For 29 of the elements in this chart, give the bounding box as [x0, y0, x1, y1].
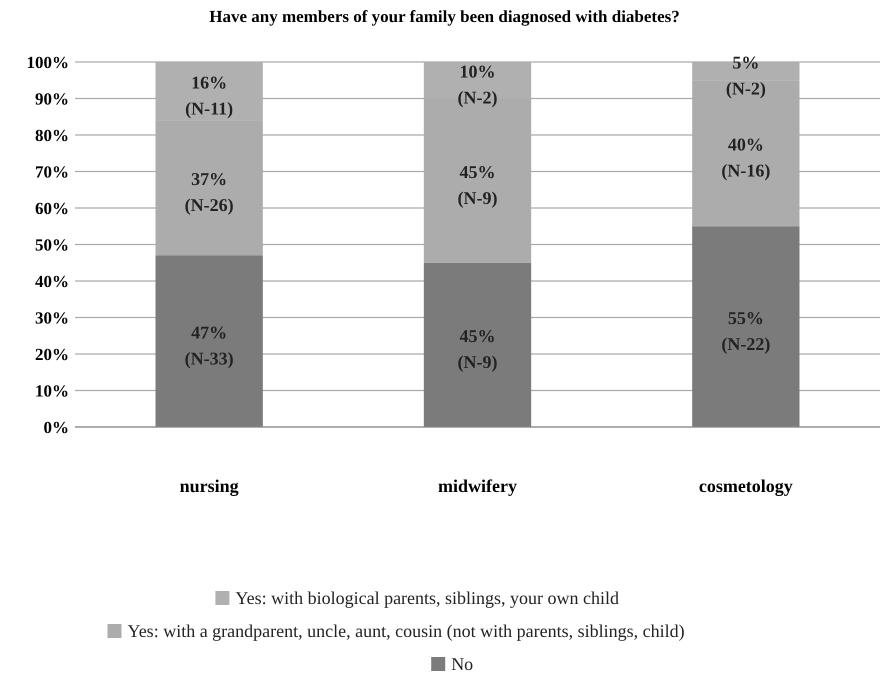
y-tick-label: 50% [35, 235, 69, 254]
y-tick-label: 20% [35, 344, 69, 364]
x-tick-label: midwifery [438, 476, 517, 496]
y-tick-label: 0% [44, 418, 69, 437]
bar [424, 262, 532, 427]
y-tick-label: 80% [35, 126, 69, 145]
data-label: 40% (N-16) [721, 134, 770, 181]
legend-label: No [451, 654, 474, 674]
bar [156, 255, 263, 427]
chart-title: Have any members of your family been diagnosed with diabetes? [209, 7, 680, 26]
data-label: 10% (N-2) [458, 62, 498, 108]
y-tick-label: 100% [26, 52, 69, 72]
data-label: 45% (N-9) [458, 326, 498, 372]
legend-label: Yes: with a grandparent, uncle, aunt, cousin (not with parents, siblings, child) [128, 621, 685, 641]
y-tick-label: 90% [35, 89, 69, 108]
data-label: 16% (N-11) [185, 72, 234, 118]
data-label: 45% (N-9) [458, 162, 498, 208]
y-tick-label: 60% [35, 198, 69, 218]
y-tick-label: 70% [35, 162, 69, 182]
legend-label: Yes: with biological parents, siblings, your own child [235, 588, 620, 608]
y-tick-label: 40% [35, 272, 69, 291]
bar [692, 226, 800, 427]
data-label: 47% (N-33) [184, 322, 234, 369]
data-label: 37% (N-26) [184, 169, 234, 216]
y-tick-label: 10% [35, 381, 69, 400]
data-label: 55% (N-22) [721, 308, 770, 354]
y-tick-label: 30% [35, 308, 69, 328]
x-tick-label: nursing [180, 476, 239, 496]
x-tick-label: cosmetology [698, 476, 793, 496]
